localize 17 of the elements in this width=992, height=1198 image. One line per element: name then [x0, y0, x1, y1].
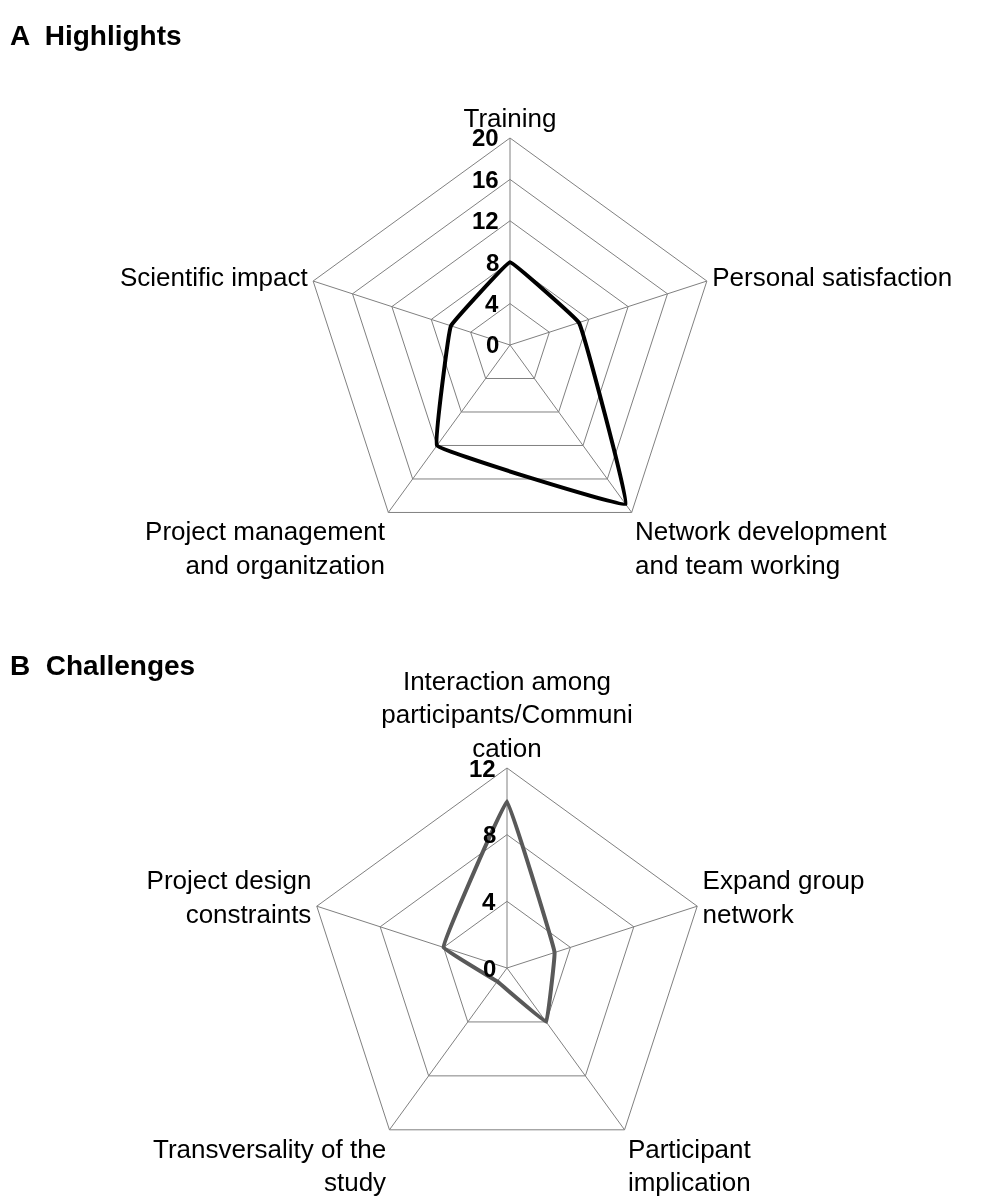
- spoke-label: Expand group network: [702, 865, 865, 930]
- spoke-label: Project management and organitzation: [145, 516, 386, 581]
- spoke-label: Participant implication: [627, 1133, 752, 1198]
- spoke-label: Network development and team working: [635, 516, 888, 581]
- y-tick-label: 4: [485, 290, 499, 317]
- spoke-label: Transversality of the study: [152, 1133, 387, 1198]
- chart-title: A Highlights: [10, 20, 182, 51]
- y-tick-label: 12: [472, 207, 499, 234]
- chart-title: B Challenges: [10, 650, 196, 681]
- spoke-label: Scientific impact: [119, 262, 309, 293]
- y-tick-label: 8: [486, 249, 500, 276]
- y-tick-label: 0: [486, 331, 500, 358]
- spoke-label: Project design constraints: [146, 865, 312, 930]
- y-tick-label: 0: [483, 955, 497, 982]
- y-tick-label: 4: [482, 888, 496, 915]
- spoke-label: Personal satisfaction: [712, 262, 953, 293]
- y-tick-label: 16: [472, 166, 499, 193]
